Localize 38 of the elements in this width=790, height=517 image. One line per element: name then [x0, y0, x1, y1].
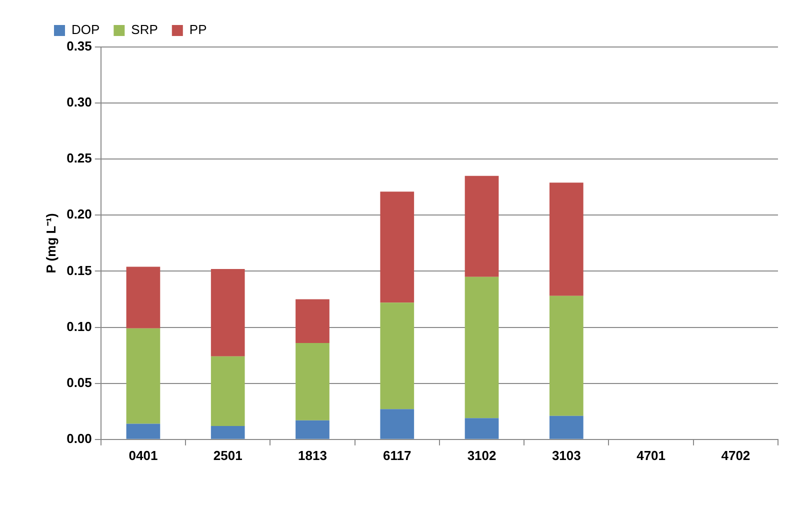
legend-label: SRP [131, 22, 158, 38]
y-tick-label: 0.25 [66, 150, 92, 166]
bar [126, 266, 160, 328]
bar [549, 416, 584, 439]
bar [464, 176, 499, 277]
y-tick-label: 0.15 [66, 262, 92, 278]
bar [380, 409, 414, 439]
bar [126, 328, 160, 424]
bar [210, 426, 245, 439]
bar [296, 420, 330, 439]
x-tick-label: 2501 [213, 448, 242, 463]
y-tick-label: 0.05 [66, 374, 92, 390]
bar [296, 342, 330, 420]
bar [549, 182, 584, 296]
bar [380, 192, 414, 303]
bar [296, 299, 330, 343]
bar [210, 356, 245, 426]
x-tick-label: 3103 [552, 448, 581, 463]
bar [464, 276, 499, 418]
y-tick-label: 0.20 [66, 206, 92, 222]
bar [464, 418, 499, 439]
bar [210, 268, 245, 356]
y-tick-label: 0.00 [66, 430, 92, 446]
y-tick-label: 0.35 [66, 38, 92, 54]
bar [380, 302, 414, 410]
x-tick-label: 1813 [298, 448, 327, 463]
y-axis-title: P (mg L⁻¹) [43, 213, 58, 274]
x-tick-label: 4701 [636, 448, 666, 463]
x-tick-label: 0401 [128, 448, 158, 463]
legend-label: PP [189, 22, 207, 38]
bar [126, 424, 160, 439]
y-tick-label: 0.30 [66, 94, 92, 110]
bar [549, 296, 584, 416]
legend-label: DOP [72, 22, 100, 38]
x-tick-label: 6117 [383, 448, 412, 463]
y-tick-label: 0.10 [66, 318, 92, 334]
x-tick-label: 3102 [467, 448, 496, 463]
x-tick-label: 4702 [721, 448, 750, 463]
